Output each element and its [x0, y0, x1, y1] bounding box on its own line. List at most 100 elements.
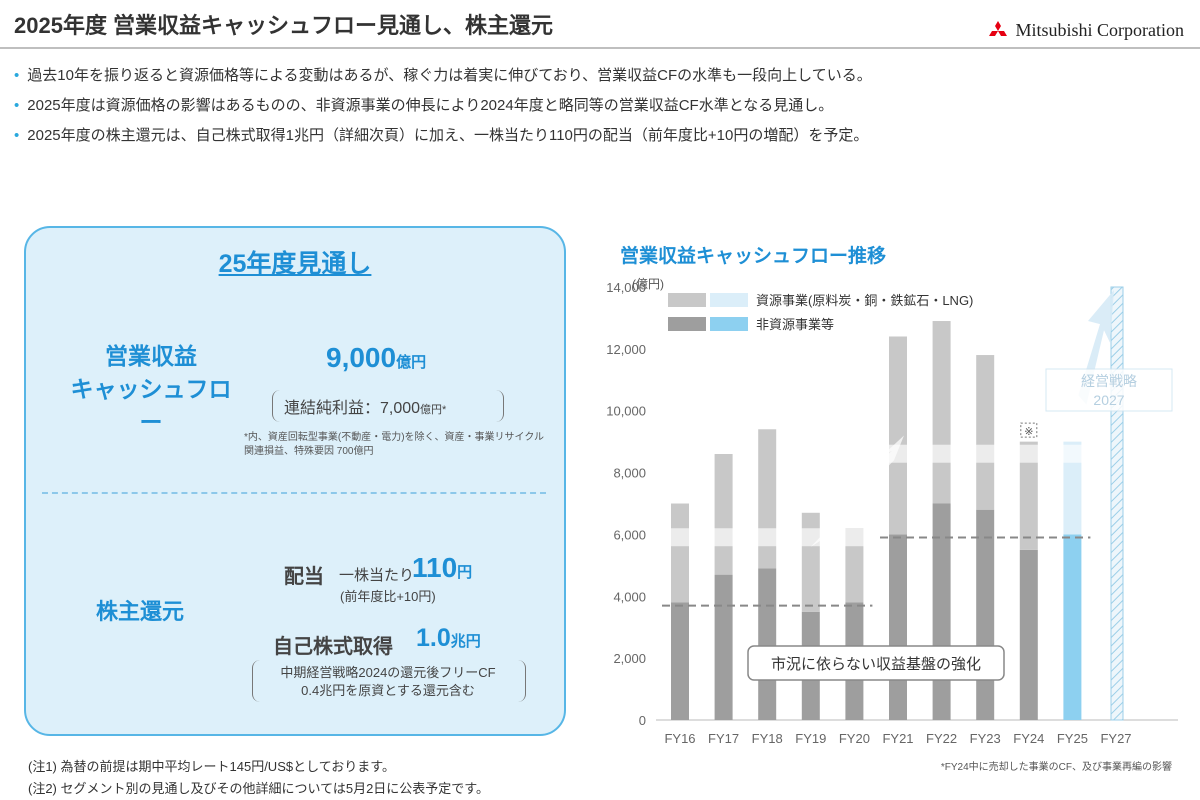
resource-bar: [1063, 441, 1082, 535]
resource-bar: [889, 336, 907, 535]
cf-label: 営業収益 キャッシュフロー: [66, 340, 236, 439]
x-tick-label: FY16: [664, 731, 695, 746]
buyback-unit: 兆円: [450, 633, 481, 650]
annotation-box: [747, 645, 1005, 681]
y-tick-label: 10,000: [606, 404, 646, 419]
forecast-panel: 25年度見通し 営業収益 キャッシュフロー 9,000億円 連結純利益：7,00…: [24, 226, 566, 736]
buyback-note: 中期経営戦略2024の還元後フリーCF 0.4兆円を原資とする還元含む: [254, 664, 522, 700]
note-2: (注2) セグメント別の見通し及びその他詳細については5月2日に公表予定です。: [28, 781, 490, 796]
non-resource-bar: [1019, 549, 1038, 720]
fy24-marker-box: [1020, 422, 1038, 438]
annotation-text: 市況に依らない収益基盤の強化: [771, 656, 981, 673]
resource-bar: [714, 454, 733, 575]
x-tick-label: FY25: [1057, 731, 1088, 746]
dividend-label: 配当: [284, 566, 324, 588]
x-tick-label: FY27: [1100, 731, 1131, 746]
x-tick-label: FY23: [970, 731, 1001, 746]
bullet-text: 過去10年を振り返ると資源価格等による変動はあるが、稼ぐ力は着実に伸びており、営…: [27, 67, 872, 84]
bullet-list: • 過去10年を振り返ると資源価格等による変動はあるが、稼ぐ力は着実に伸びており、…: [14, 61, 872, 151]
title-divider: [0, 47, 1200, 49]
logo-text: Mitsubishi Corporation: [1015, 20, 1184, 40]
strategy-label-line1: 経営戦略: [1081, 373, 1137, 389]
shareholder-label: 株主還元: [96, 599, 185, 624]
y-tick-label: 2,000: [613, 651, 646, 666]
y-tick-label: 4,000: [613, 589, 646, 604]
cf-value-unit: 億円: [396, 354, 427, 371]
resource-bar: [845, 528, 864, 603]
y-tick-label: 6,000: [613, 527, 646, 542]
non-resource-bar: [758, 568, 777, 720]
buyback-number: 1.0: [416, 624, 451, 652]
chart-footnote: *FY24中に売却した事業のCF、及び事業再編の影響: [940, 762, 1172, 773]
non-resource-bar: [671, 602, 689, 720]
net-income-bracket: [272, 390, 504, 422]
notes: (注1) 為替の前提は期中平均レート145円/US$としております。 (注2) …: [28, 756, 489, 800]
x-tick-label: FY22: [926, 731, 957, 746]
x-tick-label: FY24: [1013, 731, 1044, 746]
footnote-line1: *内、資産回転型事業(不動産・電力)を除く、資産・事業リサイクル: [244, 432, 545, 443]
resource-bar: [758, 429, 777, 569]
dividend-sub: 一株当たり: [339, 567, 415, 584]
buyback-bracket: [252, 660, 526, 702]
bullet-dot-icon: •: [14, 97, 20, 114]
x-tick-label: FY19: [795, 731, 826, 746]
x-tick-label: FY17: [708, 731, 739, 746]
resource-bar: [932, 321, 951, 504]
legend-label-resource: 資源事業(原料炭・銅・鉄鉱石・LNG): [756, 293, 973, 308]
legend-swatch-resource: [668, 293, 706, 307]
company-logo: Mitsubishi Corporation: [987, 20, 1184, 41]
bullet-dot-icon: •: [14, 67, 20, 84]
bullet-text: 2025年度の株主還元は、自己株式取得1兆円（詳細次頁）に加え、一株当たり110…: [27, 127, 869, 144]
bullet-item: • 過去10年を振り返ると資源価格等による変動はあるが、稼ぐ力は着実に伸びており、…: [14, 61, 872, 91]
band-low: [660, 528, 870, 547]
non-resource-bar: [932, 503, 951, 720]
net-income: 連結純利益：7,000億円*: [284, 394, 446, 418]
dashed-divider: [42, 492, 546, 494]
bullet-dot-icon: •: [14, 127, 20, 144]
strategy-label-line2: 2027: [1093, 392, 1124, 408]
buyback-label: 自己株式取得: [273, 636, 393, 658]
legend-swatch-resource-forecast: [710, 293, 748, 307]
net-income-text: 連結純利益：7,000: [284, 400, 421, 417]
buyback-value: 1.0兆円: [416, 624, 481, 653]
non-resource-bar: [1063, 534, 1082, 720]
non-resource-bar: [976, 509, 995, 720]
dividend-value: 110円: [412, 552, 472, 584]
cf-label-line2: キャッシュフロー: [70, 376, 232, 435]
net-income-unit: 億円*: [420, 404, 447, 416]
dividend-number: 110: [412, 552, 458, 583]
three-diamonds-icon: [989, 20, 1008, 36]
buyback-note-line2: 0.4兆円を原資とする還元含む: [301, 683, 475, 698]
bullet-text: 2025年度は資源価格の影響はあるものの、非資源事業の伸長により2024年度と略…: [27, 97, 834, 114]
strategy-box: [1045, 368, 1173, 412]
cf-value-number: 9,000: [326, 342, 397, 373]
bullet-item: • 2025年度は資源価格の影響はあるものの、非資源事業の伸長により2024年度と…: [14, 91, 872, 121]
y-tick-label: 0: [639, 713, 646, 728]
cf-value: 9,000億円: [326, 342, 426, 374]
fy24-marker: ※: [1024, 425, 1033, 438]
resource-bar: [976, 355, 995, 510]
y-axis-label: (億円): [632, 277, 664, 291]
y-tick-label: 12,000: [606, 342, 646, 357]
page-title: 2025年度 営業収益キャッシュフロー見通し、株主還元: [14, 13, 554, 38]
x-tick-label: FY18: [752, 731, 783, 746]
x-tick-label: FY20: [839, 731, 870, 746]
footnote-line2: 関連損益、特殊要因 700億円: [244, 446, 374, 457]
resource-bar: [1019, 441, 1038, 550]
band-high: [880, 444, 1094, 463]
y-tick-label: 14,000: [606, 280, 646, 295]
growth-arrow-icon: [810, 435, 904, 547]
bullet-item: • 2025年度の株主還元は、自己株式取得1兆円（詳細次頁）に加え、一株当たり11…: [14, 121, 872, 151]
fy27-target-bar: [1110, 286, 1124, 721]
cf-label-line1: 営業収益: [105, 343, 197, 369]
note-1: (注1) 為替の前提は期中平均レート145円/US$としております。: [28, 759, 396, 774]
panel-title: 25年度見通し: [218, 250, 372, 278]
resource-bar: [671, 503, 689, 603]
buyback-note-line1: 中期経営戦略2024の還元後フリーCF: [280, 665, 496, 680]
y-tick-label: 8,000: [613, 466, 646, 481]
panel-footnote: *内、資産回転型事業(不動産・電力)を除く、資産・事業リサイクル 関連損益、特殊…: [244, 431, 554, 459]
dividend-unit: 円: [457, 564, 473, 581]
non-resource-bar: [714, 574, 733, 720]
legend-label-non-resource: 非資源事業等: [756, 317, 834, 332]
